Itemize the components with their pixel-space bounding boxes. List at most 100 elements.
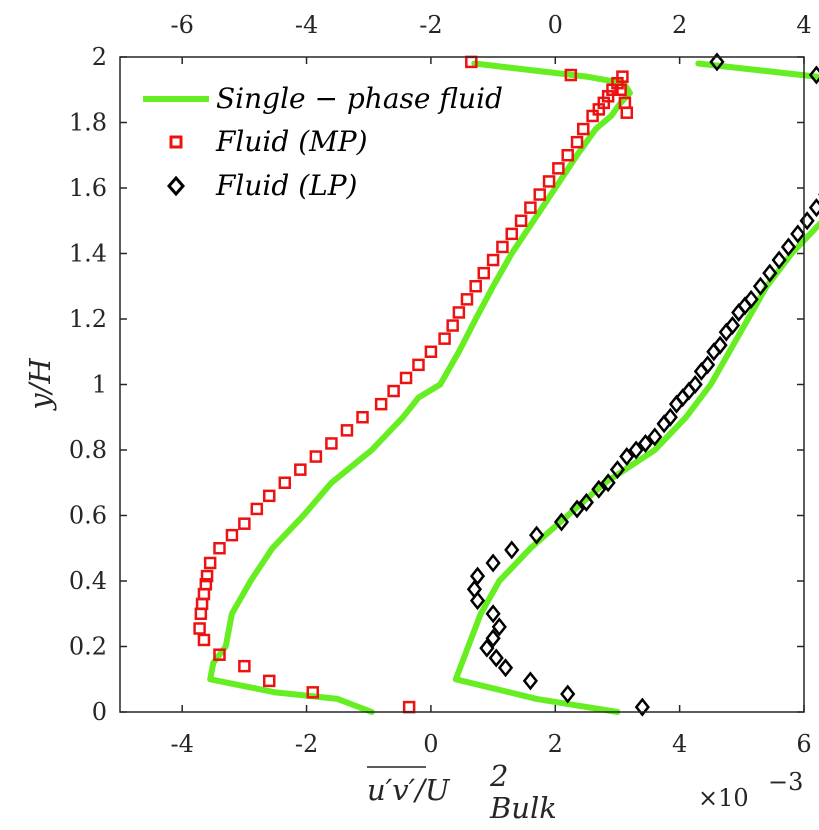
marker-mp [616, 70, 629, 83]
x-axis-label-subscript: Bulk [489, 791, 557, 825]
legend-label-single-phase: Single − phase fluid [216, 82, 503, 115]
marker-lp [808, 198, 819, 218]
marker-lp [504, 540, 520, 560]
legend-label-lp: Fluid (LP) [215, 169, 357, 202]
marker-lp [491, 617, 507, 637]
legend-swatch-mp [169, 135, 183, 149]
marker-mp [552, 162, 565, 175]
legend: Single − phase fluid Fluid (MP) Fluid (L… [143, 82, 503, 202]
marker-mp [577, 122, 590, 136]
marker-mp [452, 306, 466, 319]
marker-lp [553, 512, 570, 532]
x-multiplier-base: ×10 [698, 784, 749, 812]
marker-mp [561, 149, 574, 162]
marker-lp [808, 65, 819, 85]
marker-mp [505, 227, 518, 241]
y-tick-label: 1.6 [69, 174, 107, 202]
y-axis-label: y/H [23, 358, 57, 412]
marker-lp [619, 447, 635, 467]
x-tick-label-top: -4 [295, 11, 318, 39]
marker-mp [399, 371, 413, 385]
marker-lp [752, 276, 769, 296]
marker-mp [213, 648, 226, 661]
marker-mp [496, 240, 509, 254]
marker-mp [570, 135, 584, 149]
marker-lp [687, 374, 703, 395]
axis-layer: 0 0.2 0.4 0.6 0.8 1 1.2 1.4 1.6 1.8 2 -4 -2 0 2 4 6 -6 -4 -… [69, 11, 812, 758]
y-tick-label: 0.2 [69, 633, 107, 661]
x-axis-label-text: u′v′/U [367, 773, 451, 807]
marker-mp [262, 489, 276, 503]
marker-mp [262, 674, 276, 688]
marker-mp [197, 633, 211, 647]
marker-mp [438, 332, 451, 345]
marker-lp [560, 684, 576, 704]
marker-lp [600, 473, 616, 493]
y-tick-label: 1.2 [69, 305, 107, 333]
marker-lp [522, 671, 539, 691]
marker-mp [238, 517, 251, 530]
x-tick-label-bottom: 4 [672, 730, 687, 758]
marker-lp [609, 460, 626, 480]
marker-lp [529, 525, 545, 545]
marker-mp [374, 397, 388, 411]
marker-mp [564, 68, 578, 82]
y-tick-label: 2 [92, 43, 107, 71]
marker-lp [799, 211, 815, 231]
marker-lp [634, 697, 650, 717]
marker-lp [591, 479, 607, 499]
marker-lp [485, 604, 501, 624]
marker-mp [225, 528, 239, 542]
marker-lp [497, 658, 514, 678]
x-tick-label-bottom: 6 [796, 730, 811, 758]
marker-lp [790, 224, 806, 244]
series-layer [193, 52, 819, 717]
marker-mp [193, 622, 206, 635]
marker-mp [387, 384, 400, 398]
marker-lp [724, 316, 741, 336]
marker-mp [309, 450, 323, 463]
marker-lp [485, 553, 501, 573]
y-tick-label: 0.6 [69, 502, 107, 530]
x-multiplier: ×10 −3 [698, 768, 803, 812]
marker-mp [199, 578, 213, 591]
marker-mp [325, 437, 338, 450]
marker-mp [203, 556, 217, 570]
marker-mp [524, 201, 537, 214]
y-tick-label: 0 [92, 698, 107, 726]
marker-mp [294, 463, 307, 476]
y-tick-label: 1 [92, 371, 107, 399]
marker-mp [542, 175, 556, 188]
marker-lp [479, 638, 495, 658]
x-axis-label-superscript: 2 [489, 759, 508, 793]
x-tick-label-bottom: 2 [548, 730, 563, 758]
legend-swatch-lp [167, 175, 185, 197]
y-tick-label: 0.8 [69, 436, 107, 464]
marker-mp [446, 319, 459, 332]
marker-lp [488, 648, 504, 668]
marker-mp [412, 358, 425, 372]
marker-mp [278, 476, 292, 489]
marker-lp [762, 263, 778, 283]
marker-mp [213, 542, 226, 555]
marker-mp [424, 345, 438, 358]
x-tick-label-top: 2 [672, 11, 687, 39]
marker-mp [250, 502, 264, 516]
marker-mp [620, 106, 634, 119]
marker-lp [469, 566, 486, 586]
marker-lp [485, 628, 501, 648]
x-axis-label: u′v′/U 2 Bulk [367, 759, 557, 825]
x-tick-label-bottom: 0 [423, 730, 438, 758]
marker-lp [780, 237, 797, 257]
y-tick-label: 1.4 [69, 240, 107, 268]
y-tick-label: 0.4 [69, 567, 107, 595]
marker-lp [637, 433, 654, 453]
x-tick-label-top: 4 [796, 11, 811, 39]
legend-label-mp: Fluid (MP) [215, 125, 368, 158]
x-tick-label-bottom: -4 [170, 730, 193, 758]
marker-mp [356, 411, 369, 424]
marker-mp [306, 686, 320, 699]
x-tick-label-top: 0 [548, 11, 563, 39]
marker-lp [771, 250, 787, 270]
